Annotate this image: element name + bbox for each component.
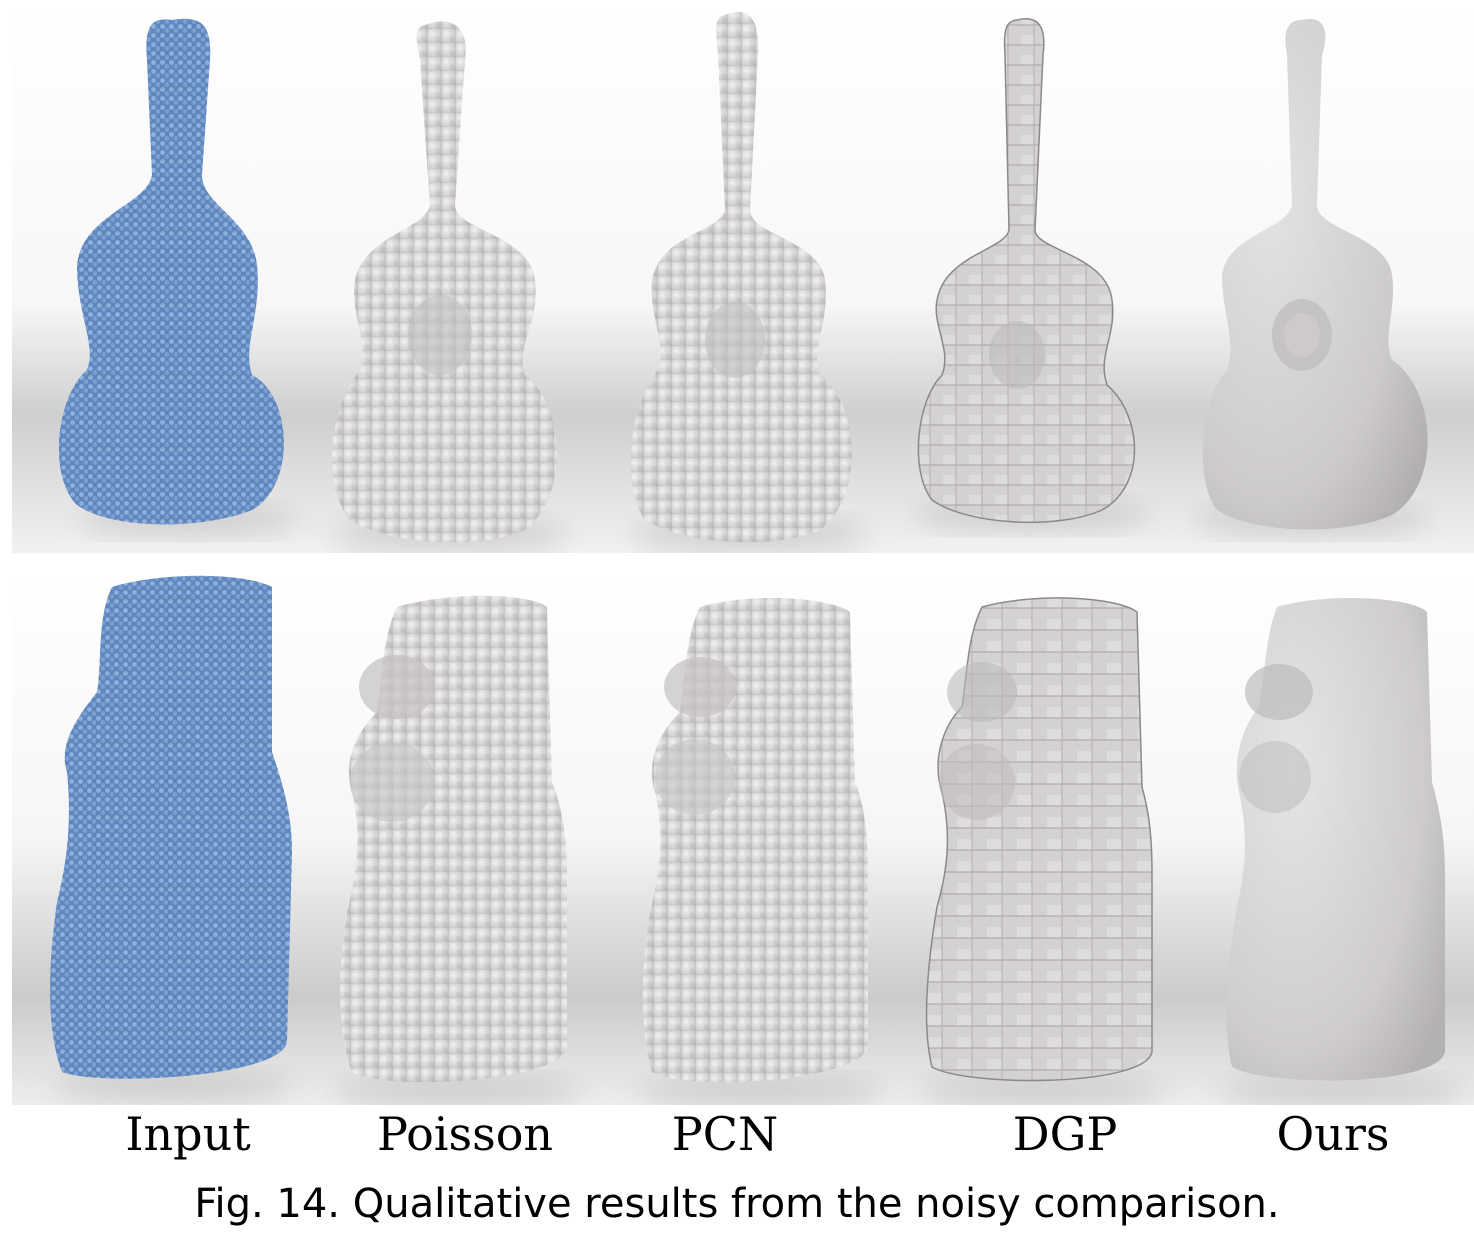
- figure-caption: Fig. 14. Qualitative results from the no…: [194, 1181, 1280, 1227]
- column-label-dgp: DGP: [1012, 1107, 1118, 1161]
- column-label-input: Input: [125, 1107, 251, 1161]
- guitar-poisson-mesh: [330, 21, 570, 553]
- moai-ours-mesh: [1217, 597, 1467, 1105]
- guitar-dgp-mesh: [912, 18, 1152, 531]
- guitar-row-render: [12, 0, 1474, 553]
- guitar-row: [12, 0, 1474, 553]
- moai-pcn-mesh: [635, 597, 885, 1105]
- guitar-ours-mesh: [1192, 19, 1432, 536]
- moai-poisson-mesh: [332, 595, 582, 1105]
- moai-row-render: [12, 567, 1474, 1105]
- column-label-poisson: Poisson: [376, 1107, 554, 1161]
- moai-dgp-mesh: [917, 597, 1167, 1105]
- guitar-pcn-mesh: [630, 11, 870, 553]
- column-labels: Input Poisson PCN DGP Ours: [0, 1104, 1474, 1164]
- column-label-ours: Ours: [1276, 1107, 1390, 1161]
- moai-row: [12, 567, 1474, 1105]
- guitar-input-pointcloud: [58, 18, 297, 536]
- column-label-pcn: PCN: [671, 1107, 779, 1161]
- moai-input-pointcloud: [50, 575, 293, 1103]
